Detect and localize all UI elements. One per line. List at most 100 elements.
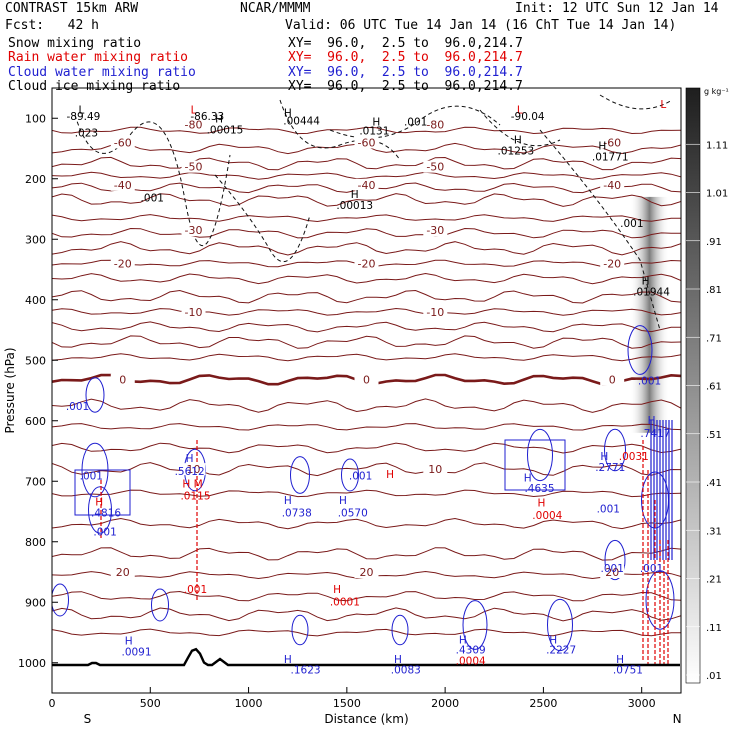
- extremum-label: H: [524, 472, 532, 484]
- valid-time: Valid: 06 UTC Tue 14 Jan 14 (16 ChT Tue …: [285, 18, 677, 33]
- cloud-water-contour: [290, 456, 310, 494]
- isotherm-label-bg: [354, 257, 379, 270]
- extremum-label: .1623: [291, 665, 321, 677]
- extremum-label: .001: [349, 470, 372, 482]
- isotherm-label: -30: [185, 224, 203, 237]
- isotherm-label: 20: [116, 566, 130, 579]
- isotherm-line: [52, 335, 681, 349]
- extremum-label: .001: [184, 584, 207, 596]
- isotherm-label: -20: [114, 257, 132, 270]
- colorbar-tick-label: .51: [706, 430, 722, 441]
- isotherm-label-bg: [181, 160, 206, 173]
- extremum-label: -86.33: [190, 111, 224, 123]
- extremum-label: H: [284, 107, 292, 119]
- colorbar-tick-label: .21: [706, 575, 722, 586]
- isotherm-line: [52, 227, 681, 239]
- extremum-label: .0083: [391, 665, 421, 677]
- org-label: NCAR/MMMM: [240, 1, 311, 16]
- extremum-label: .4309: [456, 645, 486, 657]
- cloud-water-contour: [52, 583, 69, 617]
- cloud-water-contour: [391, 614, 409, 646]
- extremum-label: H: [514, 135, 522, 147]
- isotherm-line: [52, 547, 681, 561]
- isotherm-label-bg: [354, 373, 379, 386]
- colorbar-tick-label: .61: [706, 382, 722, 393]
- extremum-label: .001: [404, 117, 427, 129]
- y-tick-label: 900: [25, 596, 46, 609]
- isotherm-label: -40: [603, 179, 621, 192]
- field-name-cloud-ice: Cloud ice mixing ratio: [8, 79, 181, 94]
- extremum-label: H: [600, 451, 608, 463]
- isotherm-label-bg: [181, 224, 206, 237]
- isotherm-label: 10: [187, 463, 201, 476]
- extremum-label: H: [125, 636, 133, 648]
- field-xy-snow: XY= 96.0, 2.5 to 96.0,214.7: [288, 36, 523, 51]
- extremum-label: H: [537, 498, 545, 510]
- isotherm-label: -50: [426, 161, 444, 174]
- extremum-label: .001: [80, 470, 103, 482]
- field-xy-cloud-water: XY= 96.0, 2.5 to 96.0,214.7: [288, 65, 523, 80]
- isotherm-label: -80: [426, 118, 444, 131]
- extremum-label: L: [660, 99, 666, 111]
- isotherm-label: -60: [358, 136, 376, 149]
- isotherm-label-bg: [600, 566, 625, 578]
- y-tick-label: 700: [25, 475, 46, 488]
- isotherm-label-bg: [600, 257, 625, 270]
- isotherm-label: 20: [360, 566, 374, 579]
- isotherm-label: -10: [426, 306, 444, 319]
- cloud-water-contour: [627, 325, 653, 375]
- isotherm-line: [52, 272, 681, 285]
- extremum-label: L: [191, 104, 197, 116]
- cloud-water-contour: [151, 588, 169, 622]
- isotherm-label: -30: [426, 224, 444, 237]
- field-name-snow: Snow mixing ratio: [8, 36, 142, 51]
- colorbar-tick-label: 1.11: [706, 140, 728, 151]
- isotherm-label-bg: [110, 257, 135, 270]
- extremum-label: .0115: [180, 490, 210, 502]
- extremum-label: -89.49: [67, 111, 101, 123]
- isotherm-label: 0: [119, 374, 126, 387]
- isotherm-line: [52, 353, 681, 362]
- extremum-label: .0004: [456, 656, 486, 668]
- x-tick-label: 1500: [333, 697, 361, 710]
- model-title: CONTRAST 15km ARW: [5, 1, 139, 16]
- snow-contour: [214, 174, 311, 263]
- isotherm-line: [52, 628, 681, 637]
- extremum-label: .0031: [619, 451, 649, 463]
- x-tick-label: 2500: [529, 697, 557, 710]
- extremum-label: .0131: [359, 126, 389, 138]
- isotherm-label-bg: [423, 463, 448, 476]
- cloud-water-contour: [88, 486, 112, 534]
- extremum-label: .001: [66, 401, 89, 413]
- extremum-label: .0091: [121, 646, 151, 658]
- isotherm-label: -80: [185, 118, 203, 131]
- extremum-label: H: [648, 415, 656, 427]
- x-tick-label: 0: [49, 697, 56, 710]
- snow-contour: [599, 94, 673, 110]
- isotherm-line: [52, 590, 681, 602]
- extremum-label: H: [386, 469, 394, 481]
- extremum-label: .001: [601, 563, 624, 575]
- isotherm-label: 20: [605, 566, 619, 579]
- cloud-water-contour: [341, 458, 359, 492]
- y-tick-label: 400: [25, 294, 46, 307]
- extremum-label: .00013: [336, 200, 373, 212]
- extremum-label: H: [95, 496, 103, 508]
- x-end-label-right: N: [673, 712, 682, 726]
- extremum-label: .7417: [640, 428, 670, 440]
- field-name-rain: Rain water mixing ratio: [8, 50, 189, 65]
- isotherm-label-bg: [354, 566, 379, 578]
- plot-frame: [51, 87, 682, 694]
- cloud-water-contour: [85, 377, 105, 413]
- isotherm-label: -20: [603, 257, 621, 270]
- isotherm-line: [52, 171, 681, 180]
- extremum-label: .001: [620, 218, 643, 230]
- isotherm-line: [52, 307, 681, 316]
- isotherm-line: [52, 126, 681, 135]
- terrain-line: [52, 647, 680, 667]
- extremum-label: .0001: [330, 596, 360, 608]
- extremum-label: .01944: [633, 287, 670, 299]
- x-axis-title: Distance (km): [324, 712, 408, 726]
- isotherm-line: [52, 442, 681, 454]
